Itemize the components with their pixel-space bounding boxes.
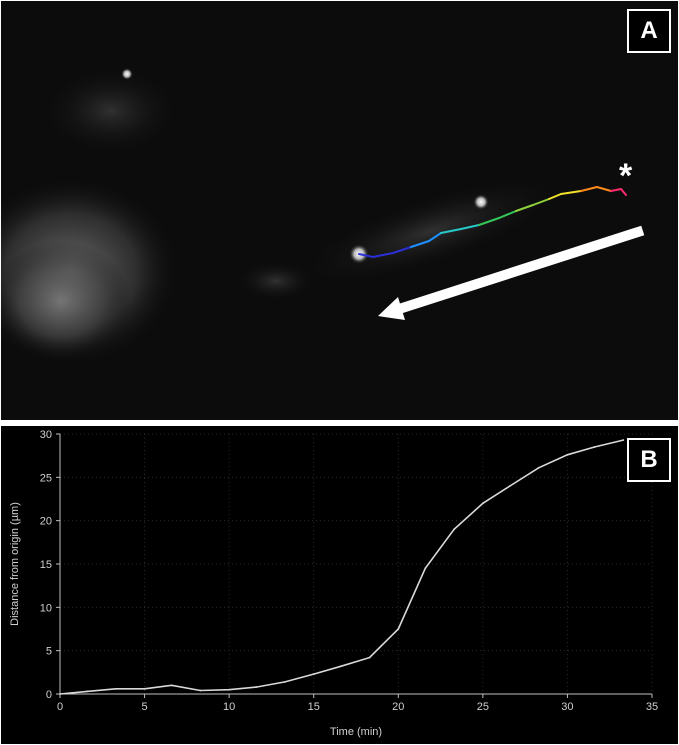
migration-arrow-head <box>378 297 405 320</box>
data-point <box>339 665 342 668</box>
data-point <box>537 466 540 469</box>
data-point <box>593 446 596 448</box>
panel-b-label: B <box>627 438 671 482</box>
data-point <box>566 453 569 456</box>
data-point <box>284 680 286 683</box>
track-segment <box>580 186 598 192</box>
data-point <box>59 693 61 695</box>
track-origin-asterisk: * <box>619 157 633 195</box>
y-tick-label: 25 <box>40 472 52 484</box>
data-point <box>397 628 400 630</box>
track-segment <box>428 232 442 242</box>
x-tick-label: 30 <box>561 701 573 713</box>
data-point <box>481 502 484 505</box>
data-point <box>368 656 371 659</box>
y-tick-label: 0 <box>46 689 52 701</box>
data-point <box>622 439 625 441</box>
track-segment <box>596 186 612 192</box>
data-point <box>170 684 173 687</box>
microscopy-svg: * <box>1 1 678 420</box>
data-point <box>114 687 117 690</box>
series-points <box>59 439 625 695</box>
data-point <box>228 688 231 691</box>
track-segment <box>392 246 412 254</box>
x-tick-label: 20 <box>392 701 404 713</box>
data-point <box>509 485 511 487</box>
y-tick-label: 20 <box>40 516 52 528</box>
axis-ticks: 0 5 10 15 20 25 30 35 0 5 10 15 20 25 30 <box>40 429 658 713</box>
x-tick-label: 25 <box>477 701 489 713</box>
track-segment <box>498 210 517 219</box>
distance-chart: 0 5 10 15 20 25 30 35 0 5 10 15 20 25 30 Time (min) Di… <box>9 429 658 738</box>
data-point <box>255 686 258 688</box>
chart-grid <box>59 433 653 695</box>
data-point <box>424 567 427 570</box>
x-axis-label: Time (min) <box>330 726 382 738</box>
data-point <box>312 673 315 675</box>
track-segment <box>372 252 394 258</box>
y-tick-label: 10 <box>40 602 52 614</box>
migration-arrow-shaft <box>386 225 645 318</box>
track-segment <box>620 188 627 196</box>
x-tick-label: 5 <box>142 701 148 713</box>
y-axis-label: Distance from origin (µm) <box>9 502 21 626</box>
x-tick-label: 15 <box>308 701 320 713</box>
track-segment <box>515 204 534 212</box>
bright-spot-upper-left <box>121 68 133 80</box>
cell-migration-track <box>358 186 627 258</box>
x-tick-label: 0 <box>57 701 63 713</box>
track-segment <box>478 217 500 226</box>
track-segment <box>610 188 622 192</box>
data-point <box>453 528 456 531</box>
track-segment <box>548 193 562 200</box>
bright-spot-cell <box>473 194 489 210</box>
y-tick-label: 5 <box>46 646 52 658</box>
track-segment <box>560 190 582 195</box>
data-point <box>143 687 146 690</box>
data-point <box>86 690 88 693</box>
x-tick-label: 10 <box>223 701 235 713</box>
track-segment <box>532 198 550 206</box>
panel-a-microscopy-image: * A <box>1 1 678 420</box>
panel-a-label: A <box>627 9 671 53</box>
track-segment <box>440 228 462 234</box>
x-tick-label: 35 <box>646 701 658 713</box>
panel-b-chart: 0 5 10 15 20 25 30 35 0 5 10 15 20 25 30 Time (min) Di… <box>1 426 678 744</box>
y-tick-label: 30 <box>40 429 52 441</box>
track-segment <box>410 240 430 248</box>
upper-left-haze <box>41 66 181 156</box>
track-segment <box>460 224 480 230</box>
track-segment <box>358 253 374 258</box>
lower-haze <box>236 261 316 301</box>
y-tick-label: 15 <box>40 559 52 571</box>
data-point <box>199 689 202 692</box>
cell-cluster-core <box>1 241 131 361</box>
